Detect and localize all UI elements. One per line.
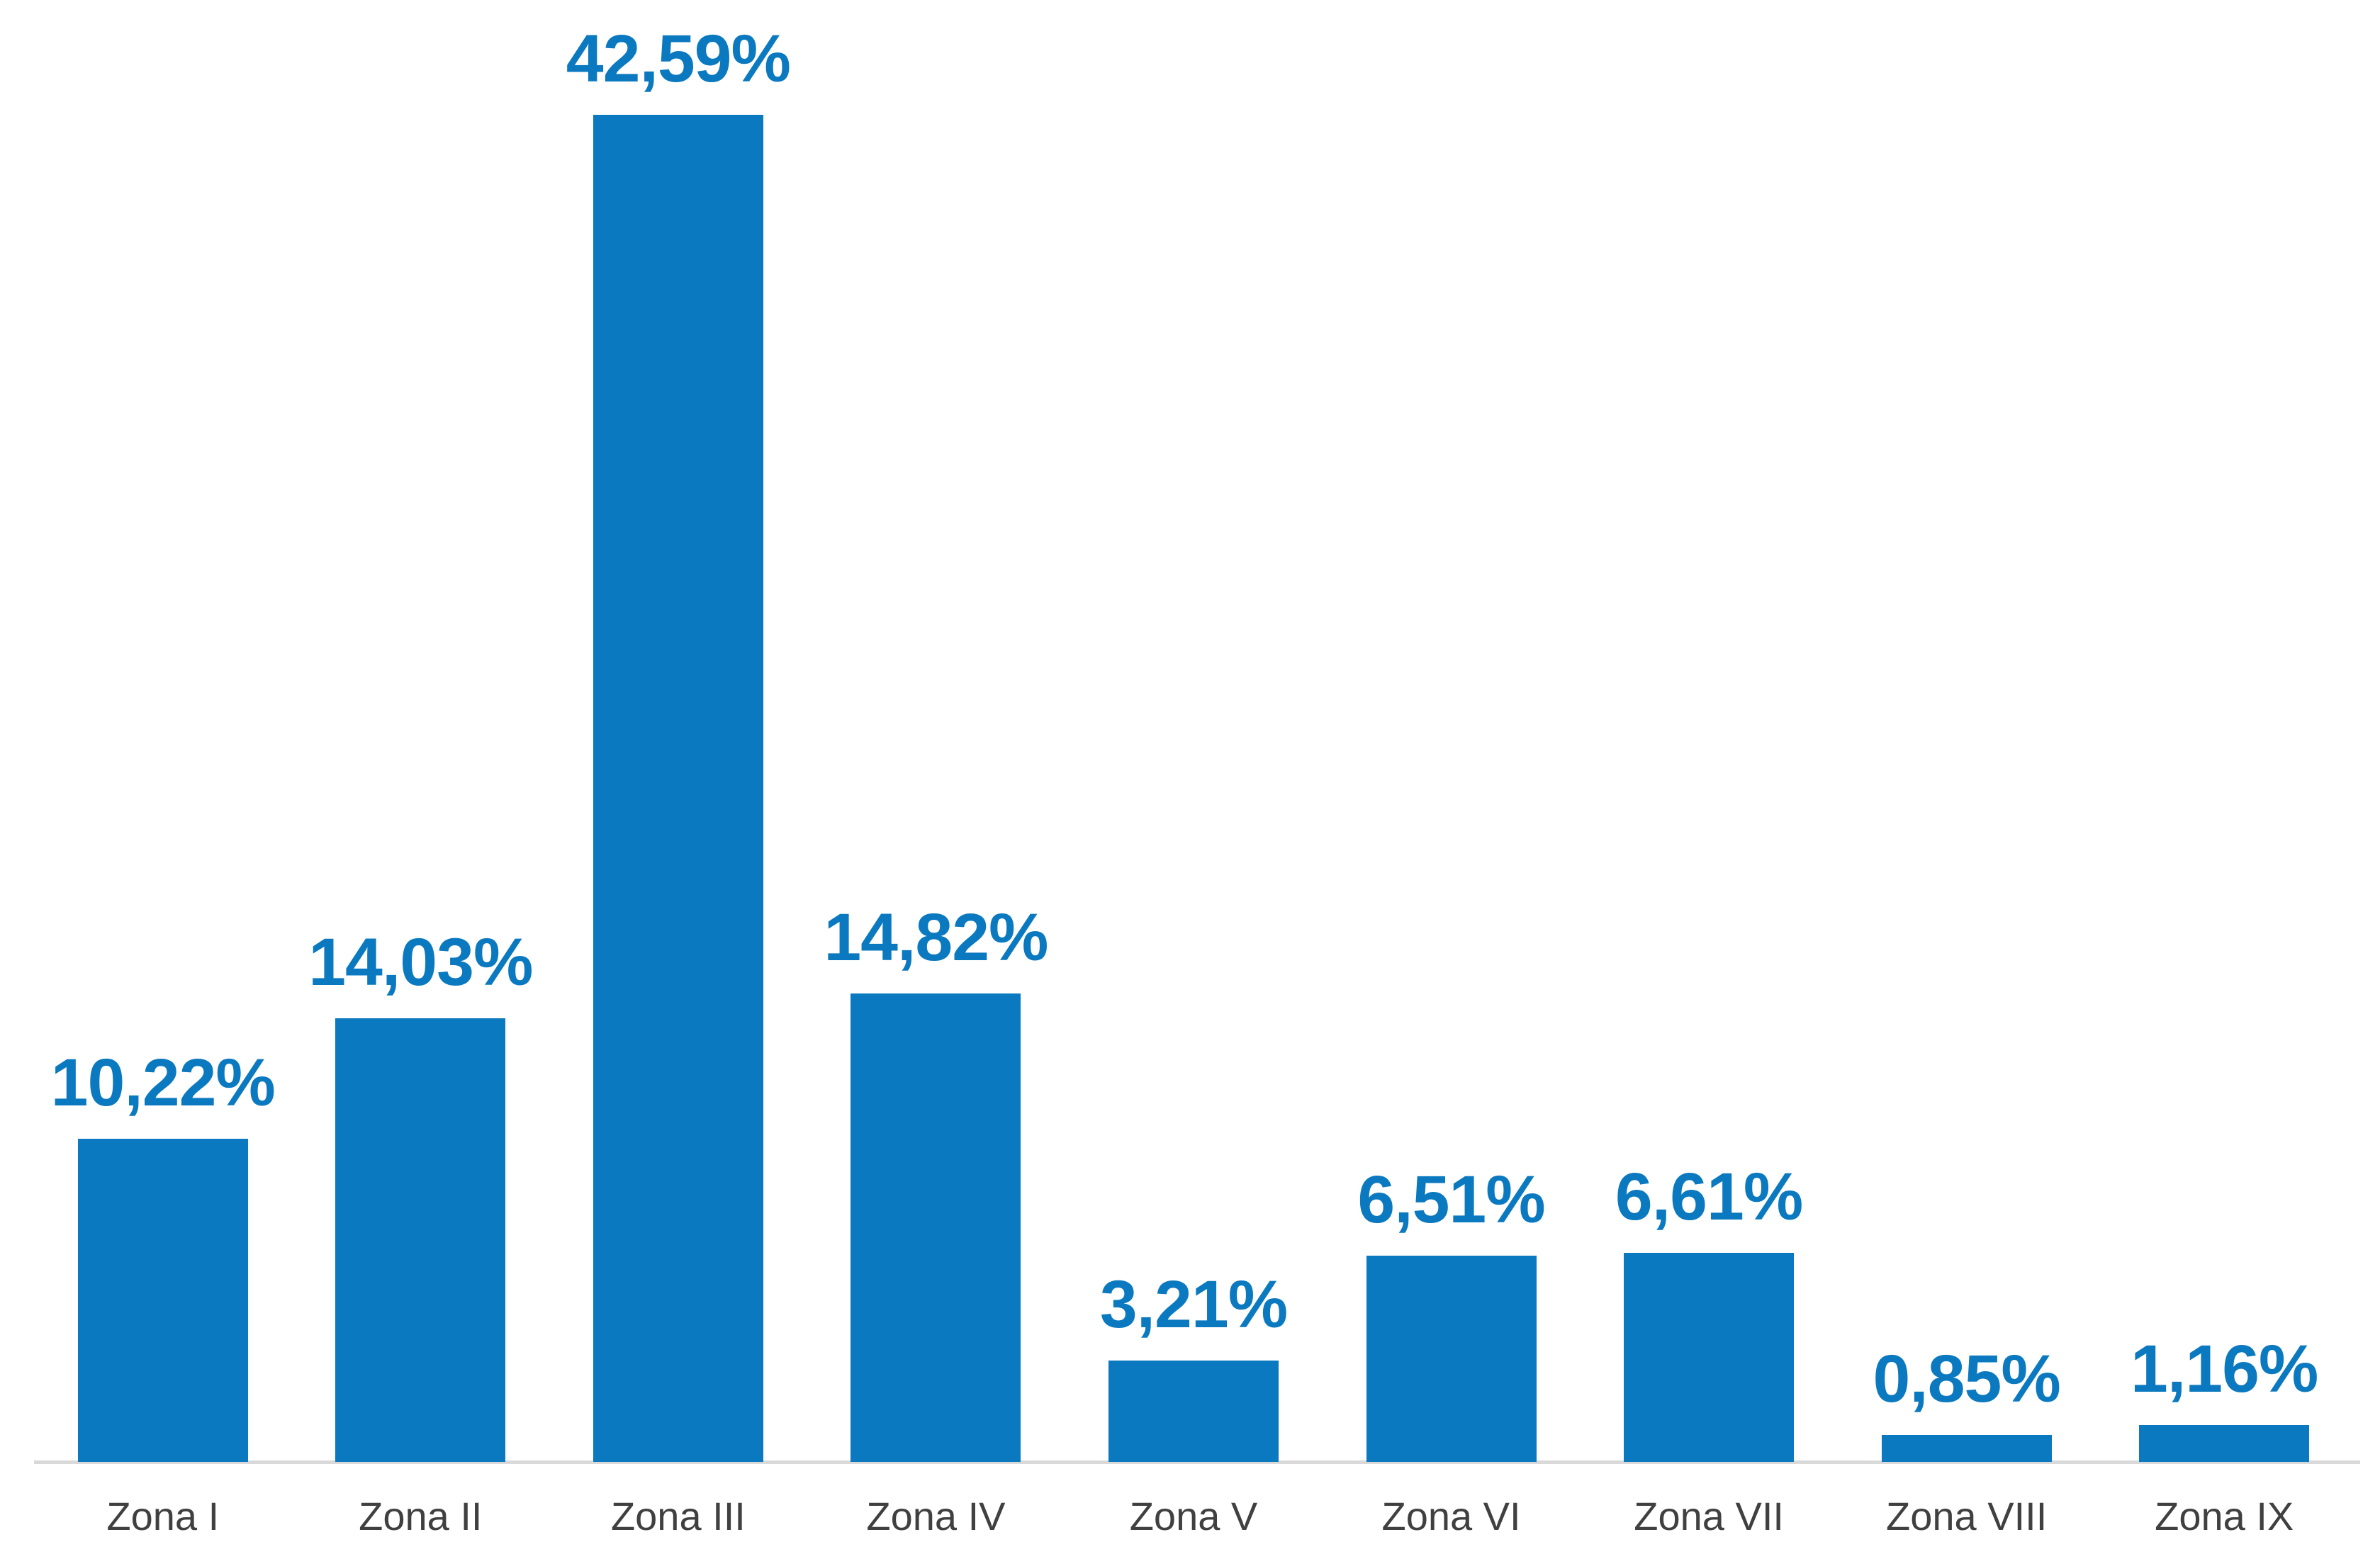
value-label: 6,61% — [1615, 1159, 1803, 1234]
value-label: 1,16% — [2131, 1331, 2318, 1407]
bar — [335, 1018, 506, 1462]
bar — [77, 1139, 248, 1462]
category-label: Zona III — [610, 1494, 746, 1538]
bar-column: 0,85% Zona VIII — [1838, 0, 2096, 1554]
bar-column: 14,03% Zona II — [292, 0, 550, 1554]
bar — [1624, 1253, 1795, 1462]
category-label: Zona IX — [2155, 1494, 2294, 1538]
category-label: Zona VIII — [1886, 1494, 2048, 1538]
bar-column: 42,59% Zona III — [549, 0, 807, 1554]
bar-column: 14,82% Zona IV — [807, 0, 1065, 1554]
bar — [593, 115, 763, 1462]
value-label: 42,59% — [566, 21, 791, 96]
category-label: Zona IV — [866, 1494, 1006, 1538]
bar — [1108, 1361, 1279, 1462]
bar-column: 3,21% Zona V — [1065, 0, 1323, 1554]
bar-column: 1,16% Zona IX — [2095, 0, 2353, 1554]
bar-column: 6,61% Zona VII — [1580, 0, 1838, 1554]
value-label: 3,21% — [1099, 1266, 1288, 1342]
bar — [2139, 1425, 2310, 1462]
category-label: Zona I — [106, 1494, 220, 1538]
bar — [851, 993, 1021, 1462]
bar — [1881, 1435, 2052, 1462]
category-label: Zona VII — [1634, 1494, 1784, 1538]
category-label: Zona VI — [1381, 1494, 1521, 1538]
value-label: 6,51% — [1357, 1161, 1545, 1237]
bar-column: 10,22% Zona I — [34, 0, 292, 1554]
value-label: 10,22% — [50, 1045, 276, 1120]
x-axis-baseline — [34, 1460, 2360, 1464]
bar-column: 6,51% Zona VI — [1323, 0, 1581, 1554]
bar — [1366, 1256, 1537, 1462]
value-label: 0,85% — [1873, 1341, 2060, 1417]
category-label: Zona II — [359, 1494, 483, 1538]
category-label: Zona V — [1129, 1494, 1258, 1538]
value-label: 14,82% — [824, 899, 1048, 975]
value-label: 14,03% — [308, 924, 533, 1000]
